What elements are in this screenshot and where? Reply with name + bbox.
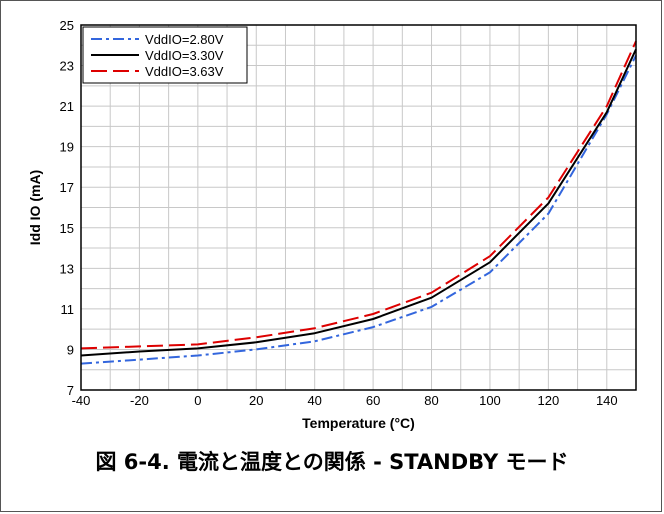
x-tick-label: 20	[249, 393, 263, 408]
series-line-1	[80, 54, 637, 365]
y-tick-label: 7	[67, 383, 74, 398]
x-tick-label: 0	[194, 393, 201, 408]
tick-labels: -40 -20 0 20 40 60 80 100 120 140 7 9 11 13 15 17 19 21 23…	[60, 18, 618, 408]
y-tick-label: 9	[67, 342, 74, 357]
x-tick-label: -20	[130, 393, 149, 408]
plot-border	[80, 24, 637, 391]
y-axis-title: Idd IO (mA)	[27, 170, 43, 245]
y-tick-label: 11	[61, 302, 75, 317]
y-tick-label: 13	[60, 261, 74, 276]
series-group	[80, 40, 637, 365]
grid	[81, 25, 636, 390]
x-tick-label: 100	[479, 393, 501, 408]
legend-label-2: VddIO=3.30V	[145, 48, 224, 63]
series-line-3	[80, 40, 637, 350]
chart: -40 -20 0 20 40 60 80 100 120 140 7 9 11 13 15 17 19 21 23…	[27, 18, 637, 431]
y-tick-label: 19	[60, 140, 74, 155]
y-tick-label: 25	[60, 18, 74, 33]
legend-label-3: VddIO=3.63V	[145, 64, 224, 79]
y-tick-label: 15	[60, 221, 74, 236]
x-tick-label: 120	[538, 393, 560, 408]
y-tick-label: 21	[60, 99, 74, 114]
figure-caption: 図 6-4. 電流と温度との関係 - STANDBY モード	[95, 450, 569, 474]
x-axis-title: Temperature (°C)	[302, 415, 415, 431]
y-tick-label: 23	[60, 59, 74, 74]
legend-label-1: VddIO=2.80V	[145, 32, 224, 47]
x-tick-label: -40	[72, 393, 91, 408]
x-tick-label: 40	[307, 393, 321, 408]
x-tick-label: 60	[366, 393, 380, 408]
x-tick-label: 80	[424, 393, 438, 408]
series-line-2	[80, 48, 637, 357]
x-tick-label: 140	[596, 393, 618, 408]
y-tick-label: 17	[60, 180, 74, 195]
